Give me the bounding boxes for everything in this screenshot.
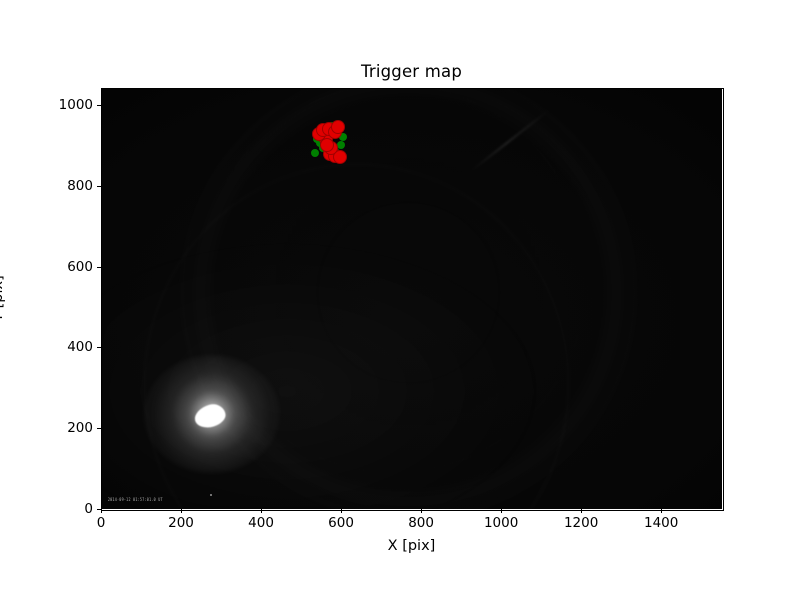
- x-tick: [661, 509, 663, 513]
- y-tick-label: 600: [67, 258, 93, 275]
- x-tick: [261, 509, 263, 513]
- x-tick-label: 400: [248, 515, 274, 531]
- y-tick-label: 800: [67, 177, 93, 194]
- plot-area[interactable]: 2014-09-12 01:57:01.0 UT: [101, 88, 722, 509]
- x-tick-label: 1000: [483, 515, 519, 531]
- x-tick-label: 1400: [643, 515, 679, 531]
- scatter-marker-red[interactable]: [330, 119, 345, 134]
- x-tick-label: 600: [328, 515, 354, 531]
- x-tick: [421, 509, 423, 513]
- scatter-marker-green[interactable]: [337, 141, 346, 150]
- y-tick: [97, 104, 101, 106]
- x-tick: [181, 509, 183, 513]
- x-tick-label: 0: [96, 515, 106, 531]
- y-tick-label: 200: [67, 420, 93, 437]
- x-tick: [101, 509, 102, 513]
- y-tick: [97, 185, 101, 187]
- y-tick: [97, 266, 101, 268]
- y-axis-label: Y [pix]: [0, 275, 6, 322]
- x-tick-label: 800: [408, 515, 434, 531]
- scatter-marker-green[interactable]: [338, 132, 347, 141]
- page-title: Trigger map: [360, 62, 462, 81]
- y-tick-label: 1000: [58, 96, 93, 113]
- y-tick: [97, 428, 101, 430]
- hot-pixel: [209, 493, 212, 496]
- y-tick-label: 0: [84, 501, 93, 517]
- x-tick-label: 1200: [563, 515, 599, 531]
- camera-timestamp-overlay: 2014-09-12 01:57:01.0 UT: [107, 497, 163, 503]
- scatter-marker-green[interactable]: [311, 149, 320, 158]
- x-tick: [341, 509, 343, 513]
- x-axis-label: X [pix]: [387, 538, 436, 554]
- x-tick: [581, 509, 583, 513]
- y-tick-label: 400: [67, 339, 93, 356]
- y-tick: [97, 347, 101, 349]
- camera-arc-upper: [200, 88, 588, 474]
- y-tick: [97, 509, 101, 510]
- scatter-marker-red[interactable]: [320, 137, 335, 152]
- scatter-marker-red[interactable]: [333, 149, 348, 164]
- x-tick-label: 200: [168, 515, 194, 531]
- x-tick: [501, 509, 503, 513]
